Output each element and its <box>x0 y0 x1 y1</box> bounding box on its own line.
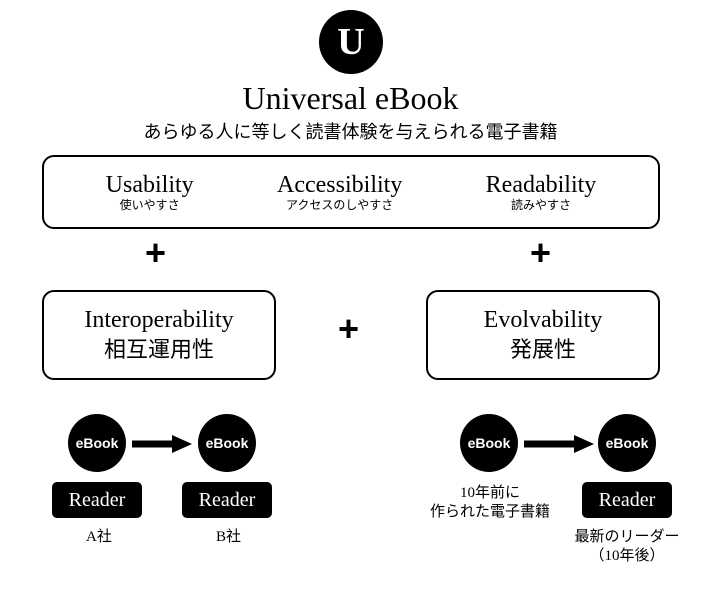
pillar-readability-jp: 読みやすさ <box>486 198 597 212</box>
reader-label: Reader <box>199 489 256 512</box>
ebook-badge-a: eBook <box>68 414 126 472</box>
evolvability-jp: 発展性 <box>510 336 576 365</box>
pillar-usability: Usability 使いやすさ <box>106 172 194 213</box>
ebook-badge-b: eBook <box>198 414 256 472</box>
page-title: Universal eBook <box>0 80 701 117</box>
pillar-readability: Readability 読みやすさ <box>486 172 597 213</box>
pillar-readability-en: Readability <box>486 172 597 198</box>
logo-circle: U <box>319 10 383 74</box>
pillar-accessibility: Accessibility アクセスのしやすさ <box>277 172 402 213</box>
interoperability-en: Interoperability <box>84 305 233 336</box>
label-old-ebook: 10年前に 作られた電子書籍 <box>426 484 554 522</box>
evolvability-en: Evolvability <box>484 305 603 336</box>
label-company-a: A社 <box>86 528 112 547</box>
plus-left: + <box>145 232 166 274</box>
label-old-line2: 作られた電子書籍 <box>430 504 550 520</box>
pillar-accessibility-en: Accessibility <box>277 172 402 198</box>
ebook-label: eBook <box>76 435 119 451</box>
pillars-box: Usability 使いやすさ Accessibility アクセスのしやすさ … <box>42 155 660 229</box>
logo-letter: U <box>337 20 364 64</box>
label-new-line1: 最新のリーダー <box>574 529 679 545</box>
plus-right: + <box>530 232 551 274</box>
pillar-usability-en: Usability <box>106 172 194 198</box>
ebook-badge-old: eBook <box>460 414 518 472</box>
interoperability-jp: 相互運用性 <box>104 336 214 365</box>
reader-label: Reader <box>599 489 656 512</box>
pillar-accessibility-jp: アクセスのしやすさ <box>277 198 402 212</box>
ebook-label: eBook <box>606 435 649 451</box>
pillar-usability-jp: 使いやすさ <box>106 198 194 212</box>
reader-label: Reader <box>69 489 126 512</box>
page-subtitle: あらゆる人に等しく読書体験を与えられる電子書籍 <box>0 118 701 144</box>
label-old-line1: 10年前に <box>460 485 520 501</box>
reader-badge-b: Reader <box>182 482 272 518</box>
label-new-line2: （10年後） <box>589 548 664 564</box>
ebook-label: eBook <box>468 435 511 451</box>
interoperability-box: Interoperability 相互運用性 <box>42 290 276 380</box>
label-company-b: B社 <box>216 528 241 547</box>
reader-badge-a: Reader <box>52 482 142 518</box>
plus-center: + <box>338 308 359 350</box>
reader-badge-new: Reader <box>582 482 672 518</box>
ebook-label: eBook <box>206 435 249 451</box>
arrow-left <box>130 434 194 454</box>
arrow-right <box>522 434 596 454</box>
ebook-badge-new: eBook <box>598 414 656 472</box>
label-new-reader: 最新のリーダー （10年後） <box>572 528 682 566</box>
evolvability-box: Evolvability 発展性 <box>426 290 660 380</box>
